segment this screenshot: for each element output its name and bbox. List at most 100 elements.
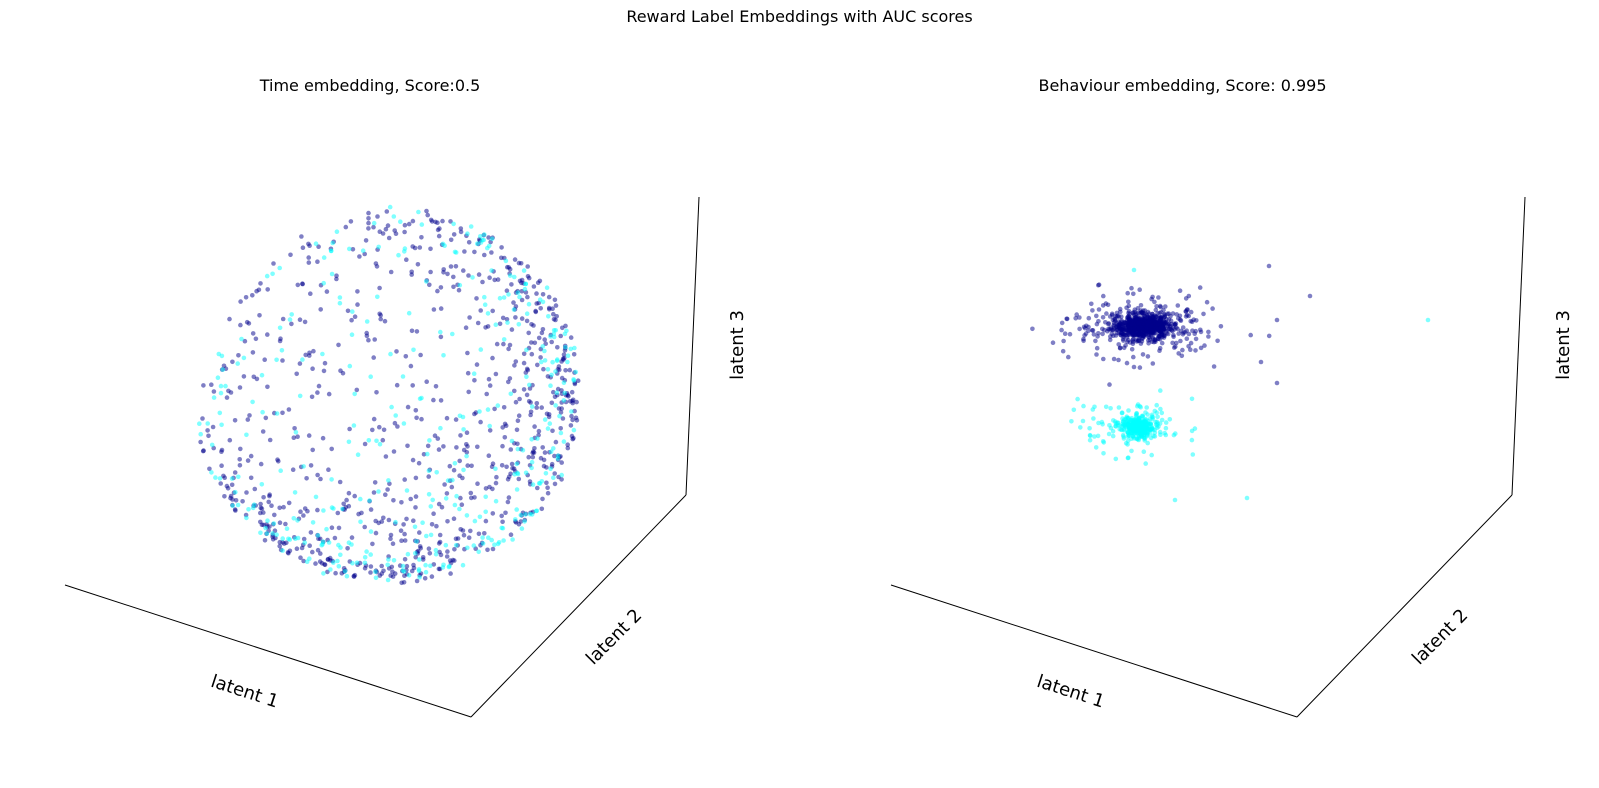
data-point [444, 491, 450, 496]
data-point [246, 507, 251, 512]
data-point [1126, 303, 1132, 309]
data-point [536, 432, 541, 438]
data-point [482, 252, 487, 258]
data-point [224, 395, 230, 400]
data-point [453, 543, 459, 548]
data-point [295, 518, 300, 523]
data-point [302, 540, 308, 545]
data-point [468, 528, 473, 534]
data-point [1137, 365, 1143, 370]
data-point [1178, 318, 1184, 324]
data-point [293, 536, 298, 541]
data-point [542, 450, 548, 455]
data-point [472, 495, 477, 500]
data-point [540, 445, 545, 450]
data-point [270, 271, 275, 277]
data-point [349, 332, 355, 338]
data-point [441, 444, 446, 449]
data-point [466, 535, 472, 540]
data-point [565, 359, 570, 365]
data-point [391, 558, 397, 563]
data-point [1126, 415, 1131, 421]
data-point [1130, 433, 1136, 439]
data-point [356, 511, 361, 517]
data-point [306, 255, 312, 260]
data-point [280, 410, 285, 416]
data-point [1077, 315, 1082, 320]
data-point [483, 325, 488, 330]
data-point [372, 337, 378, 342]
data-point [434, 470, 440, 475]
data-point [274, 411, 280, 416]
data-point [1136, 437, 1141, 443]
data-point [536, 428, 542, 434]
data-point [544, 465, 549, 470]
data-point [1110, 317, 1116, 323]
data-point [374, 264, 380, 269]
data-point [550, 359, 555, 365]
data-point [258, 281, 263, 286]
data-point [1116, 357, 1121, 363]
data-point [1137, 287, 1142, 293]
data-point [1176, 331, 1181, 336]
data-point [1183, 314, 1189, 319]
data-point [568, 346, 574, 352]
data-point [404, 563, 410, 569]
data-point [209, 382, 214, 388]
data-point [1101, 440, 1107, 445]
data-point [244, 515, 249, 521]
data-point [402, 229, 407, 235]
data-point [291, 435, 297, 441]
data-point [1156, 295, 1161, 300]
data-point [336, 542, 341, 548]
data-point [263, 415, 269, 421]
data-point [499, 463, 505, 468]
data-point [328, 567, 333, 572]
data-point [334, 276, 339, 282]
data-point [538, 306, 543, 311]
data-point [265, 287, 271, 292]
data-point [1152, 434, 1158, 439]
data-point [362, 441, 368, 447]
data-point [402, 249, 407, 254]
data-point [541, 457, 547, 463]
data-point [513, 399, 519, 405]
data-point [412, 245, 418, 251]
data-point [538, 355, 543, 360]
data-point [1152, 408, 1158, 414]
data-point [1113, 456, 1119, 462]
data-point [236, 474, 241, 480]
data-point [507, 342, 513, 348]
data-point [1092, 434, 1097, 439]
data-point [213, 475, 218, 480]
data-point [510, 537, 515, 542]
data-point [416, 460, 422, 466]
data-point [408, 363, 414, 369]
data-point [532, 446, 537, 451]
data-point [1100, 331, 1105, 337]
data-point [306, 241, 311, 247]
data-point [416, 567, 422, 572]
data-point [266, 499, 272, 505]
data-point [1126, 309, 1132, 314]
data-point [344, 573, 350, 579]
data-point [277, 265, 283, 271]
data-point [431, 511, 436, 516]
data-point [514, 461, 520, 467]
data-point [569, 389, 575, 395]
data-point [394, 349, 399, 354]
data-point [302, 319, 308, 325]
data-point [457, 282, 463, 288]
data-point [308, 530, 314, 535]
data-point [1131, 318, 1136, 324]
data-point [377, 441, 383, 447]
data-point [256, 287, 262, 293]
data-point [543, 341, 548, 347]
data-point [408, 496, 414, 502]
data-point [320, 351, 325, 357]
data-point [434, 523, 439, 529]
data-point [265, 384, 270, 390]
data-point [307, 353, 312, 358]
data-point [400, 563, 406, 569]
data-point [410, 218, 416, 224]
